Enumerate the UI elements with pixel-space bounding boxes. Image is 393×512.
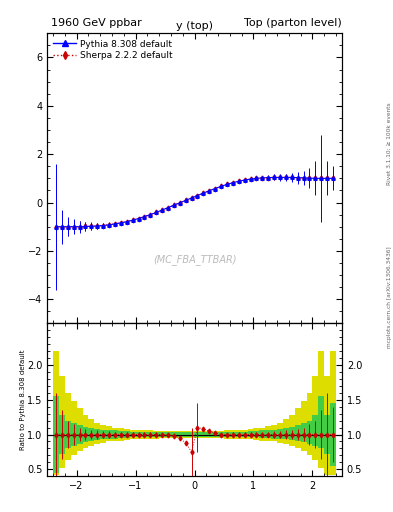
Text: 1960 GeV ppbar: 1960 GeV ppbar (51, 18, 142, 28)
Text: Rivet 3.1.10; ≥ 100k events: Rivet 3.1.10; ≥ 100k events (387, 102, 391, 185)
Text: Top (parton level): Top (parton level) (244, 18, 342, 28)
Text: mcplots.cern.ch [arXiv:1306.3436]: mcplots.cern.ch [arXiv:1306.3436] (387, 246, 391, 348)
Text: (MC_FBA_TTBAR): (MC_FBA_TTBAR) (153, 254, 236, 265)
Legend: Pythia 8.308 default, Sherpa 2.2.2 default: Pythia 8.308 default, Sherpa 2.2.2 defau… (51, 38, 174, 62)
Title: y (top): y (top) (176, 21, 213, 31)
Y-axis label: Ratio to Pythia 8.308 default: Ratio to Pythia 8.308 default (20, 350, 26, 450)
